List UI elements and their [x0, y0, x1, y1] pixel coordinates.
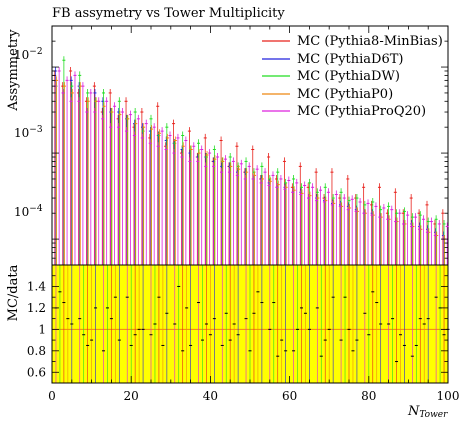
legend-entry-pythia8: MC (Pythia8-MinBias): [262, 34, 443, 49]
legend-entry-pythiadw: MC (PythiaDW): [262, 69, 400, 84]
main-ytick-label-1e-4: 10−4: [14, 204, 43, 219]
ratio-ytick-label-0.8: 0.8: [27, 344, 46, 358]
ratio-ytick-label-1.4: 1.4: [27, 279, 46, 293]
legend-entry-pythiaproq20: MC (PythiaProQ20): [262, 104, 426, 119]
ratio-ytick-label-1: 1: [38, 322, 46, 336]
ratio-data-marks: [52, 265, 450, 383]
legend-label-pythiaproq20: MC (PythiaProQ20): [297, 104, 426, 119]
legend-entry-pythiap0: MC (PythiaP0): [262, 87, 393, 102]
ratio-ytick-label-1.2: 1.2: [27, 301, 46, 315]
legend-label-pythiap0: MC (PythiaP0): [297, 87, 393, 102]
legend-label-pythia8: MC (Pythia8-MinBias): [297, 34, 443, 49]
main-panel: Assymmetry 10−2 10−3 10−4 MC (Pythia8-Mi…: [6, 25, 449, 266]
x-tick-label-40: 40: [203, 389, 218, 403]
ratio-ytick-label-0.6: 0.6: [27, 365, 46, 379]
main-ytick-label-1e-2: 10−2: [14, 47, 43, 62]
x-axis-label: NTower: [407, 404, 448, 420]
legend-entry-pythiad6t: MC (PythiaD6T): [262, 52, 404, 67]
main-ytick-label-1e-3: 10−3: [14, 125, 43, 140]
x-tick-label-20: 20: [124, 389, 139, 403]
legend: MC (Pythia8-MinBias) MC (PythiaD6T) MC (…: [262, 34, 443, 119]
ratio-panel: 0 20 40 60 80 100 0.6 0.8 1 1.2 1.4 MC/data NTower: [6, 264, 459, 420]
ratio-y-axis-label: MC/data: [6, 264, 21, 321]
x-tick-label-80: 80: [361, 389, 376, 403]
main-data-marks: [53, 56, 449, 265]
legend-label-pythiadw: MC (PythiaDW): [297, 69, 400, 84]
chart-title: FB assymetry vs Tower Multiplicity: [52, 6, 285, 21]
x-tick-label-60: 60: [282, 389, 297, 403]
x-tick-label-0: 0: [48, 389, 56, 403]
ratio-axis-ticks: 0 20 40 60 80 100 0.6 0.8 1 1.2 1.4: [27, 275, 460, 403]
main-y-axis-label: Assymmetry: [6, 29, 21, 112]
legend-label-pythiad6t: MC (PythiaD6T): [297, 52, 404, 67]
x-tick-label-100: 100: [437, 389, 460, 403]
